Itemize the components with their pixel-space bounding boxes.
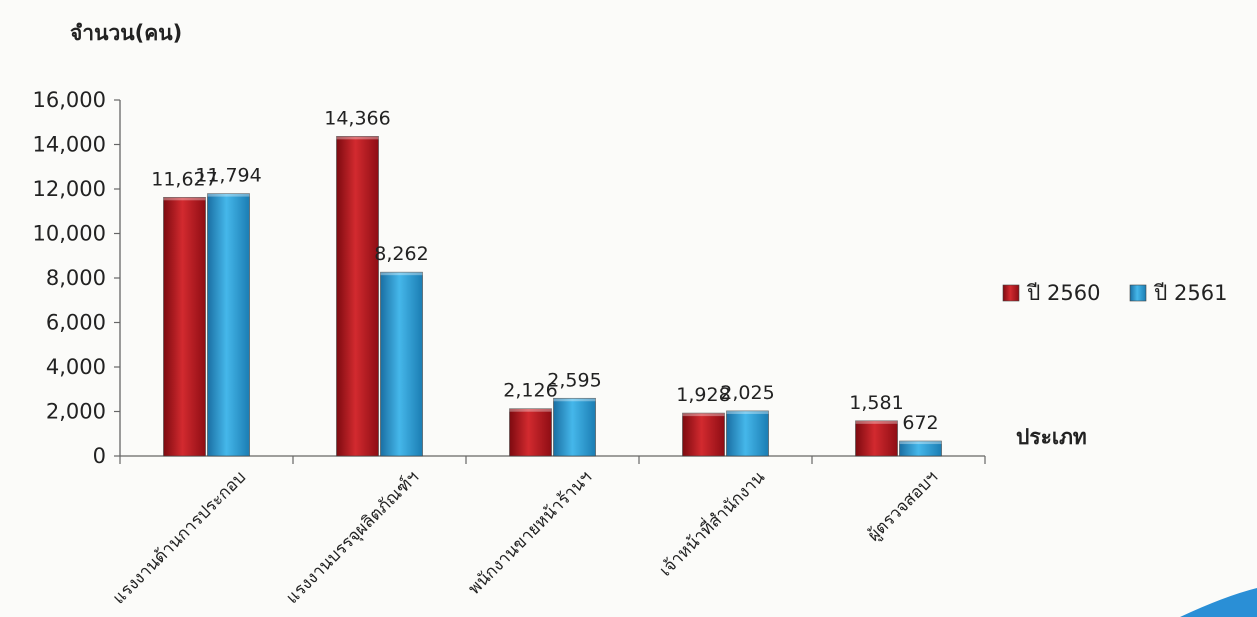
y-tick-label: 6,000 xyxy=(46,311,106,335)
bar-highlight xyxy=(336,136,379,140)
legend-label: ปี 2561 xyxy=(1153,281,1227,305)
legend-label: ปี 2560 xyxy=(1026,281,1100,305)
bar xyxy=(336,136,379,457)
bars xyxy=(163,136,942,457)
category-label: เจ้าหน้าที่สำนักงาน xyxy=(654,465,770,581)
legend-swatch xyxy=(1129,284,1147,302)
legend-swatch xyxy=(1002,284,1020,302)
y-tick-label: 4,000 xyxy=(46,355,106,379)
bar xyxy=(899,440,942,457)
bar-highlight xyxy=(163,197,206,201)
bar-highlight xyxy=(855,420,898,424)
bar xyxy=(509,408,552,457)
data-label: 14,366 xyxy=(324,107,390,129)
y-tick-label: 2,000 xyxy=(46,400,106,424)
bar xyxy=(726,410,769,457)
category-label: แรงงานบรรจุผลิตภัณฑ์ฯ xyxy=(282,467,423,608)
bar xyxy=(380,271,423,457)
y-axis-title: จำนวน(คน) xyxy=(70,21,182,45)
bar xyxy=(855,420,898,457)
x-axis-title: ประเภท xyxy=(1016,425,1087,449)
y-tick-label: 12,000 xyxy=(33,177,106,201)
category-label: ผู้ตรวจสอบฯ xyxy=(864,467,942,545)
y-tick-label: 14,000 xyxy=(33,133,106,157)
data-label: 1,581 xyxy=(849,392,903,414)
category-label: พนักงานขายหน้าร้านฯ xyxy=(465,467,596,598)
bar-highlight xyxy=(509,408,552,412)
legend: ปี 2560 ปี 2561 xyxy=(1002,281,1227,305)
axes: 0 2,000 4,000 6,000 8,000 10,000 12,000 14,000 1… xyxy=(33,88,986,468)
y-tick-label: 8,000 xyxy=(46,266,106,290)
y-tick-label: 0 xyxy=(93,444,106,468)
y-tick-label: 10,000 xyxy=(33,222,106,246)
data-label: 2,595 xyxy=(547,369,601,391)
bar-highlight xyxy=(553,398,596,402)
data-label: 2,126 xyxy=(503,380,557,402)
data-label: 672 xyxy=(902,412,938,434)
bar-highlight xyxy=(380,272,423,276)
data-label: 8,262 xyxy=(374,243,428,265)
data-label: 11,794 xyxy=(195,165,261,187)
bar xyxy=(163,196,206,457)
data-label: 2,025 xyxy=(720,382,774,404)
data-label: 1,928 xyxy=(676,384,730,406)
bar xyxy=(553,397,596,457)
bar-highlight xyxy=(207,193,250,197)
bar-highlight xyxy=(682,413,725,417)
y-tick-label: 16,000 xyxy=(33,88,106,112)
bar-highlight xyxy=(899,441,942,445)
bar xyxy=(207,193,250,457)
data-label: 11,627 xyxy=(151,168,217,190)
category-label: แรงงานด้านการประกอบ xyxy=(109,467,250,608)
decorative-swoosh xyxy=(1180,588,1257,617)
category-labels: แรงงานด้านการประกอบ แรงงานบรรจุผลิตภัณฑ์ฯ… xyxy=(109,465,942,608)
bar-highlight xyxy=(726,410,769,414)
bar xyxy=(682,412,725,457)
